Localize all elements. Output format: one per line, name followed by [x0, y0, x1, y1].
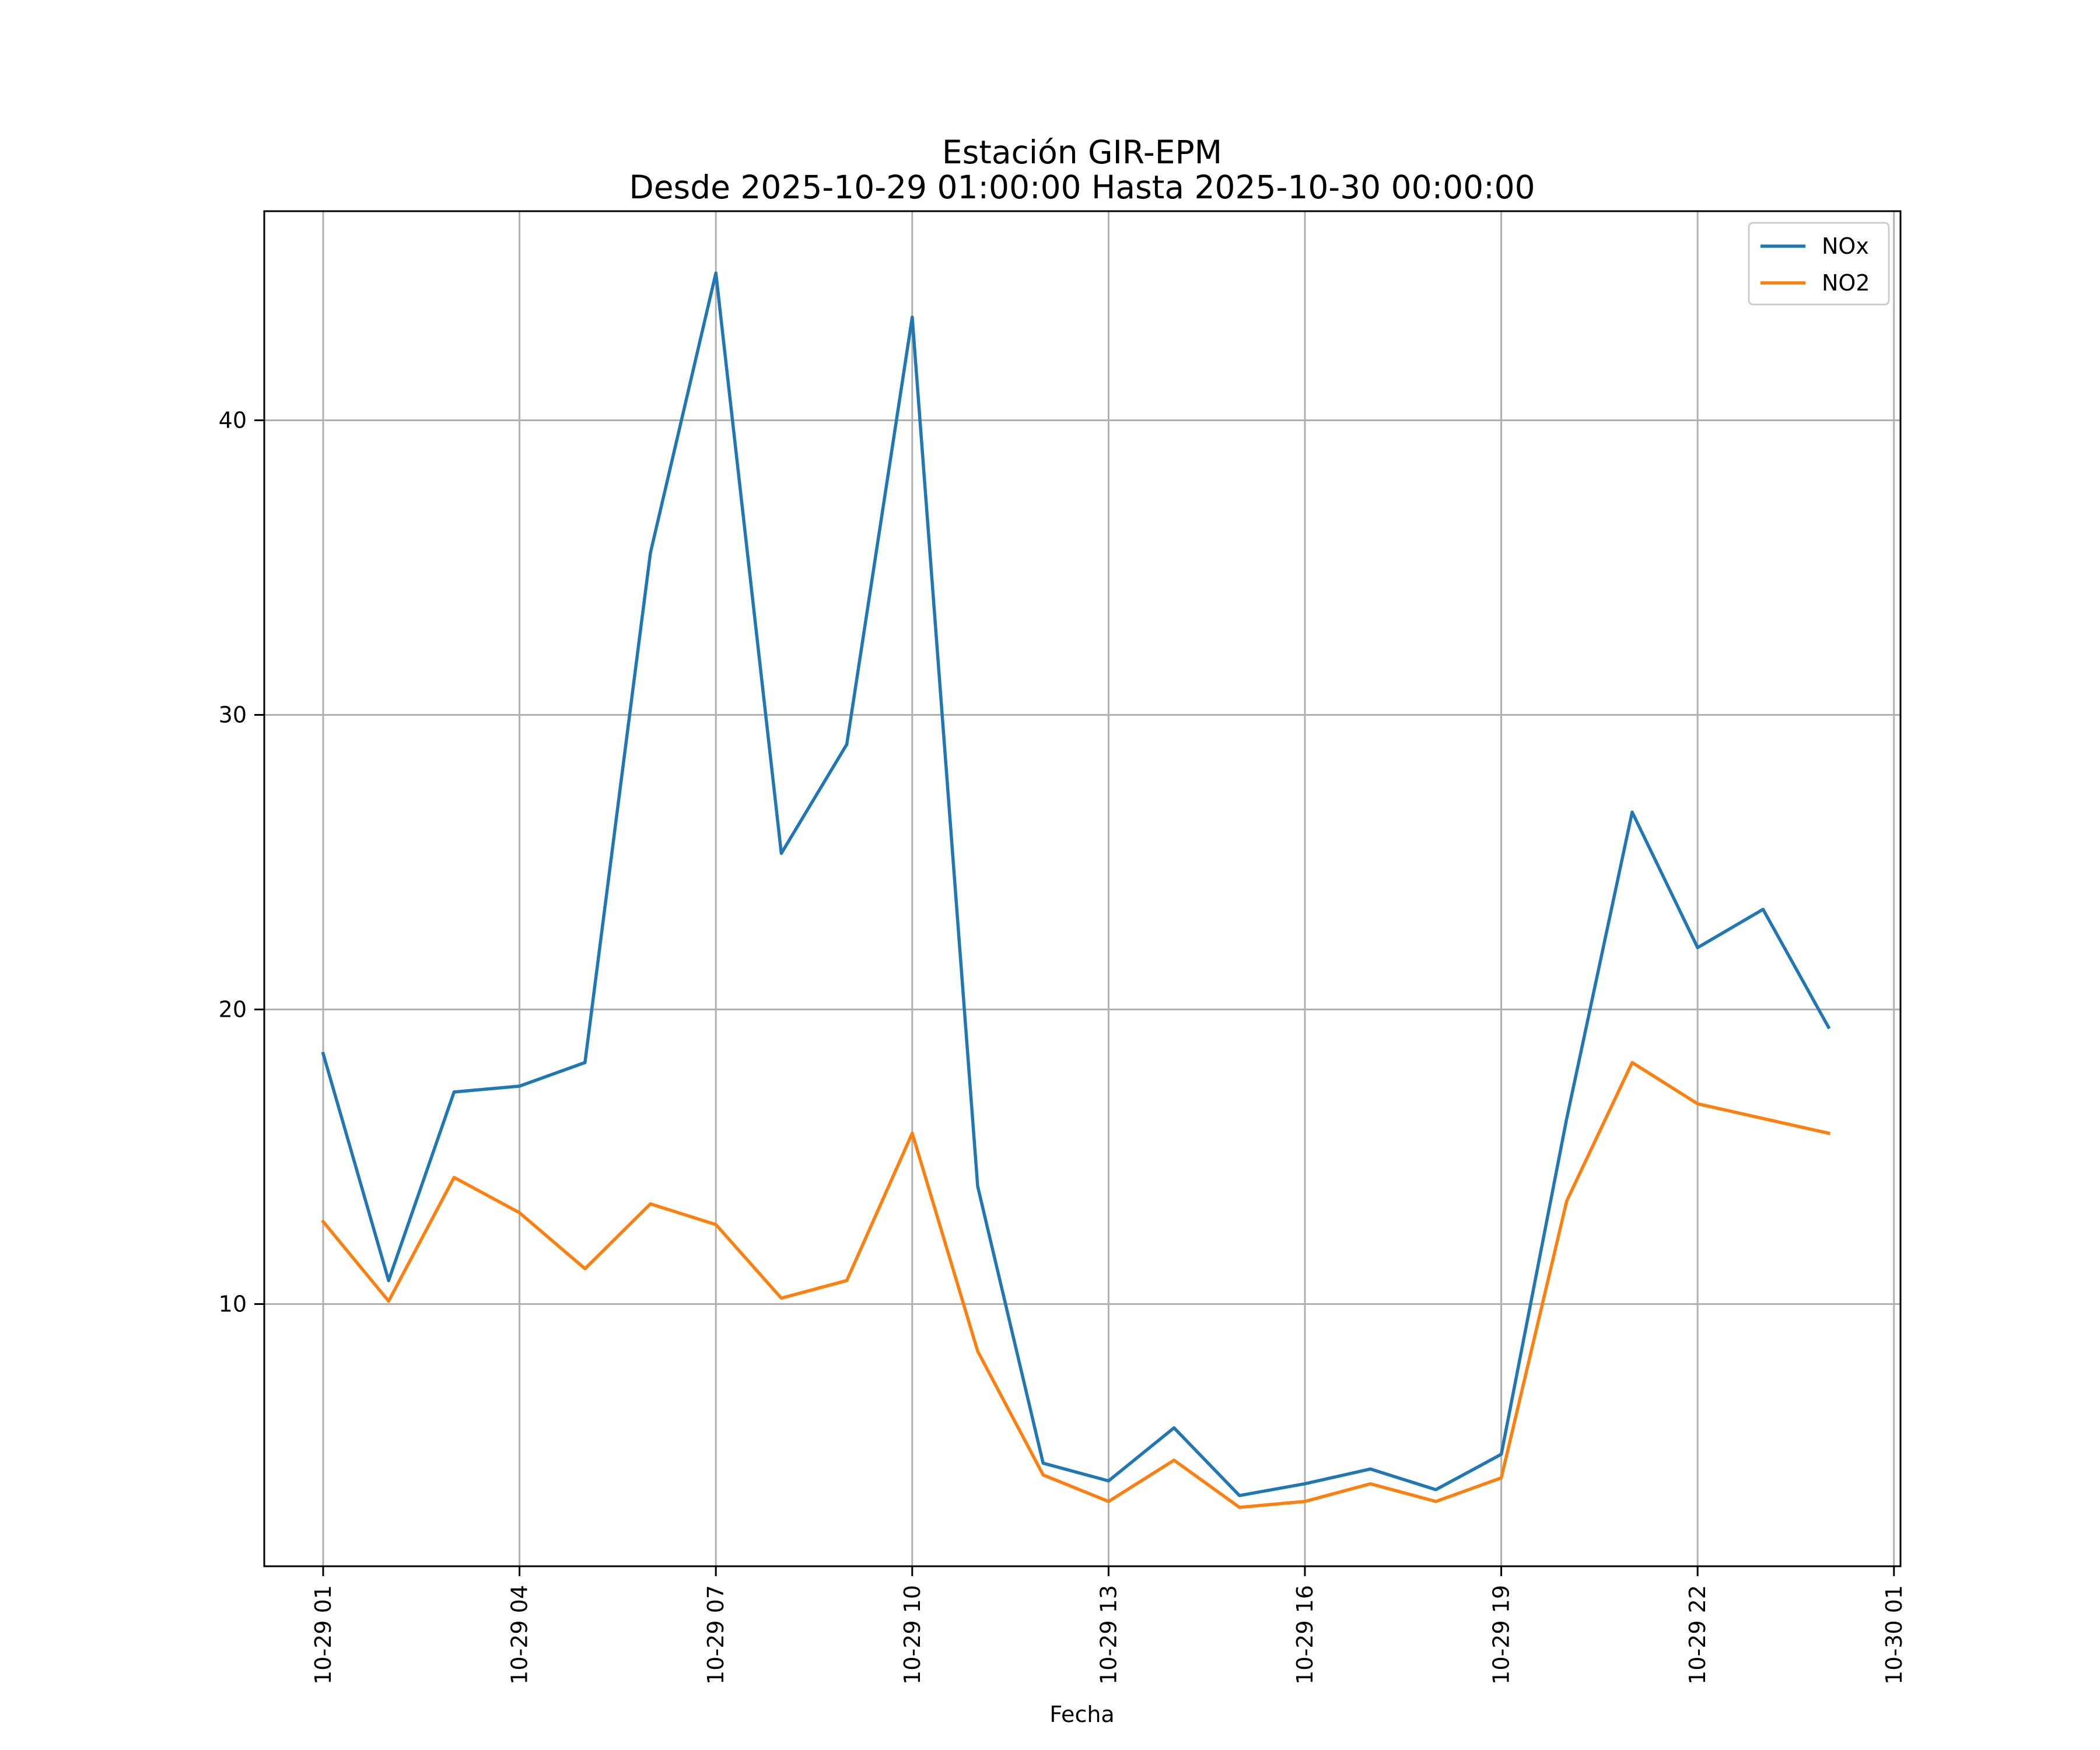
x-tick-label: 10-29 01 — [310, 1585, 336, 1685]
x-axis: 10-29 01 10-29 04 10-29 07 10-29 10 10-29 13… — [310, 1566, 1907, 1685]
series-line-no2 — [321, 1060, 1831, 1509]
y-tick-label: 40 — [219, 408, 247, 433]
plot-area — [264, 211, 1901, 1566]
x-axis-label: Fecha — [1049, 1702, 1114, 1727]
x-tick-label: 10-30 01 — [1881, 1585, 1907, 1685]
chart-subtitle: Desde 2025-10-29 01:00:00 Hasta 2025-10-… — [629, 169, 1535, 206]
plot-frame — [263, 210, 1902, 1567]
y-axis: 10 20 30 40 — [219, 408, 264, 1317]
x-tick-label: 10-29 16 — [1292, 1585, 1318, 1685]
y-tick-label: 30 — [219, 702, 247, 728]
x-tick-label: 10-29 19 — [1489, 1585, 1514, 1685]
legend-label-no2: NO2 — [1822, 270, 1870, 296]
y-tick-label: 10 — [219, 1292, 247, 1317]
series-line-nox — [321, 271, 1831, 1497]
x-tick-label: 10-29 07 — [703, 1585, 729, 1685]
x-tick-label: 10-29 10 — [900, 1585, 925, 1685]
x-tick-label: 10-29 13 — [1096, 1585, 1121, 1685]
y-tick-label: 20 — [219, 997, 247, 1023]
x-tick-label: 10-29 04 — [507, 1585, 533, 1685]
chart-title: Estación GIR-EPM — [942, 134, 1222, 171]
legend: NOx NO2 — [1748, 222, 1890, 306]
x-tick-label: 10-29 22 — [1685, 1585, 1710, 1685]
legend-label-nox: NOx — [1822, 233, 1869, 259]
gridlines — [264, 211, 1901, 1566]
series-layer — [321, 271, 1831, 1509]
